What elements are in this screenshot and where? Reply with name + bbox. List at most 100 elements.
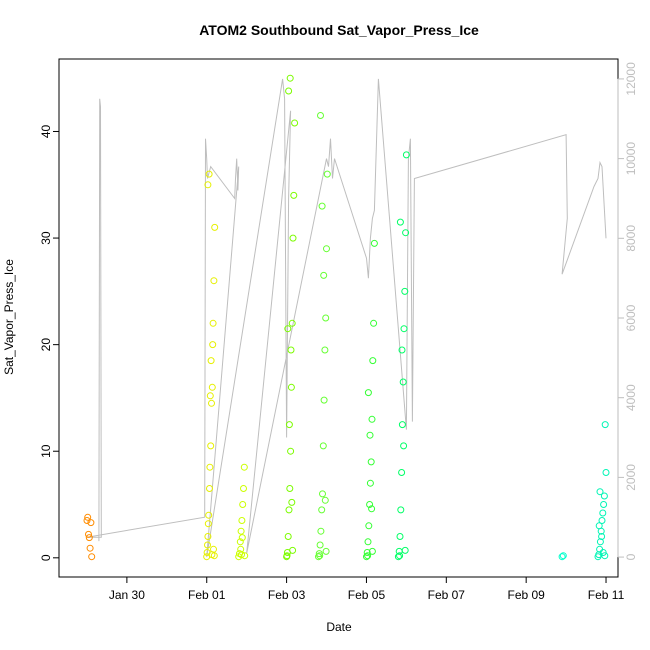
y-axis: 0 10 20 30 40 [39, 124, 60, 561]
data-point [290, 191, 298, 199]
data-point [368, 547, 376, 555]
data-point [287, 447, 295, 455]
data-point [368, 505, 376, 513]
data-point [596, 538, 604, 546]
data-point [286, 74, 294, 82]
data-point [285, 506, 293, 514]
data-point [398, 421, 406, 429]
x-tick-label: Feb 11 [588, 588, 625, 602]
data-point [596, 488, 604, 496]
x-tick-label: Feb 03 [268, 588, 306, 602]
x-tick-label: Jan 30 [109, 588, 145, 602]
y-tick-label: 10 [39, 444, 53, 458]
data-point [322, 547, 330, 555]
y2-tick-label: 4000 [624, 384, 638, 411]
data-point [209, 319, 217, 327]
data-points-layer [83, 74, 610, 561]
data-point [284, 325, 292, 333]
data-point [204, 533, 212, 540]
data-point [600, 492, 608, 500]
data-point [366, 501, 374, 508]
data-point [204, 541, 211, 549]
data-point [320, 396, 328, 404]
data-point [363, 553, 370, 561]
data-point [602, 469, 610, 476]
data-point [363, 549, 371, 556]
data-point [210, 552, 218, 560]
data-point [401, 287, 409, 295]
data-point [83, 517, 91, 524]
data-point [598, 517, 606, 524]
data-point [402, 229, 410, 237]
y2-tick-label: 12000 [624, 62, 638, 96]
data-point [368, 415, 376, 423]
data-point [207, 442, 215, 450]
data-point [239, 501, 247, 508]
data-point [599, 509, 607, 517]
data-point [204, 181, 212, 189]
data-point [396, 218, 404, 226]
x-tick-label: Feb 01 [188, 588, 226, 602]
data-point [285, 87, 293, 95]
x-axis: Jan 30 Feb 01 Feb 03 Feb 05 Feb 07 Feb 09 Feb … [109, 576, 625, 602]
data-point [241, 552, 249, 560]
y2-tick-label: 8000 [624, 225, 638, 252]
data-point [210, 545, 217, 553]
data-point [87, 519, 95, 527]
data-point [285, 421, 293, 429]
data-point [559, 552, 567, 560]
data-point [316, 552, 324, 560]
data-point [237, 527, 245, 535]
data-point [286, 485, 294, 492]
data-point [86, 544, 94, 552]
data-point [397, 506, 405, 514]
data-point [400, 325, 408, 333]
data-point [206, 392, 214, 400]
data-point [396, 552, 404, 560]
data-point [600, 501, 608, 508]
data-point [210, 277, 218, 285]
data-point [319, 490, 326, 498]
data-point [85, 530, 92, 538]
data-point [319, 442, 327, 450]
data-point [284, 533, 292, 540]
plot-frame [58, 58, 619, 578]
y-tick-label: 20 [39, 338, 53, 352]
data-point [204, 520, 212, 528]
y-tick-label: 0 [39, 554, 53, 561]
data-point [240, 485, 247, 492]
data-point [367, 458, 375, 466]
data-point [85, 534, 93, 542]
data-point [323, 245, 330, 253]
data-point [364, 538, 372, 546]
y2-axis: 0 2000 4000 6000 8000 10000 12000 [617, 62, 638, 560]
data-point [287, 346, 295, 354]
data-point [211, 223, 219, 231]
data-point [288, 498, 296, 506]
data-point [315, 553, 322, 561]
data-point [370, 319, 378, 327]
data-point [595, 522, 603, 530]
data-point [283, 552, 291, 560]
data-point [237, 545, 245, 553]
data-point [317, 527, 325, 535]
chart-title: ATOM2 Southbound Sat_Vapor_Press_Ice [199, 22, 479, 38]
data-point [288, 319, 296, 327]
data-point [400, 442, 408, 450]
data-point [364, 389, 372, 397]
data-point [366, 479, 374, 487]
y2-tick-label: 0 [624, 553, 638, 560]
data-point [398, 346, 406, 354]
data-point [209, 341, 217, 349]
x-axis-label: Date [326, 620, 352, 634]
data-point [322, 314, 330, 322]
data-point [291, 119, 299, 127]
x-tick-label: Feb 07 [428, 588, 466, 602]
altitude-line [86, 78, 607, 558]
data-point [364, 552, 372, 560]
data-point [289, 234, 297, 242]
data-point [238, 551, 245, 559]
data-point [317, 112, 324, 119]
data-point [207, 357, 215, 365]
